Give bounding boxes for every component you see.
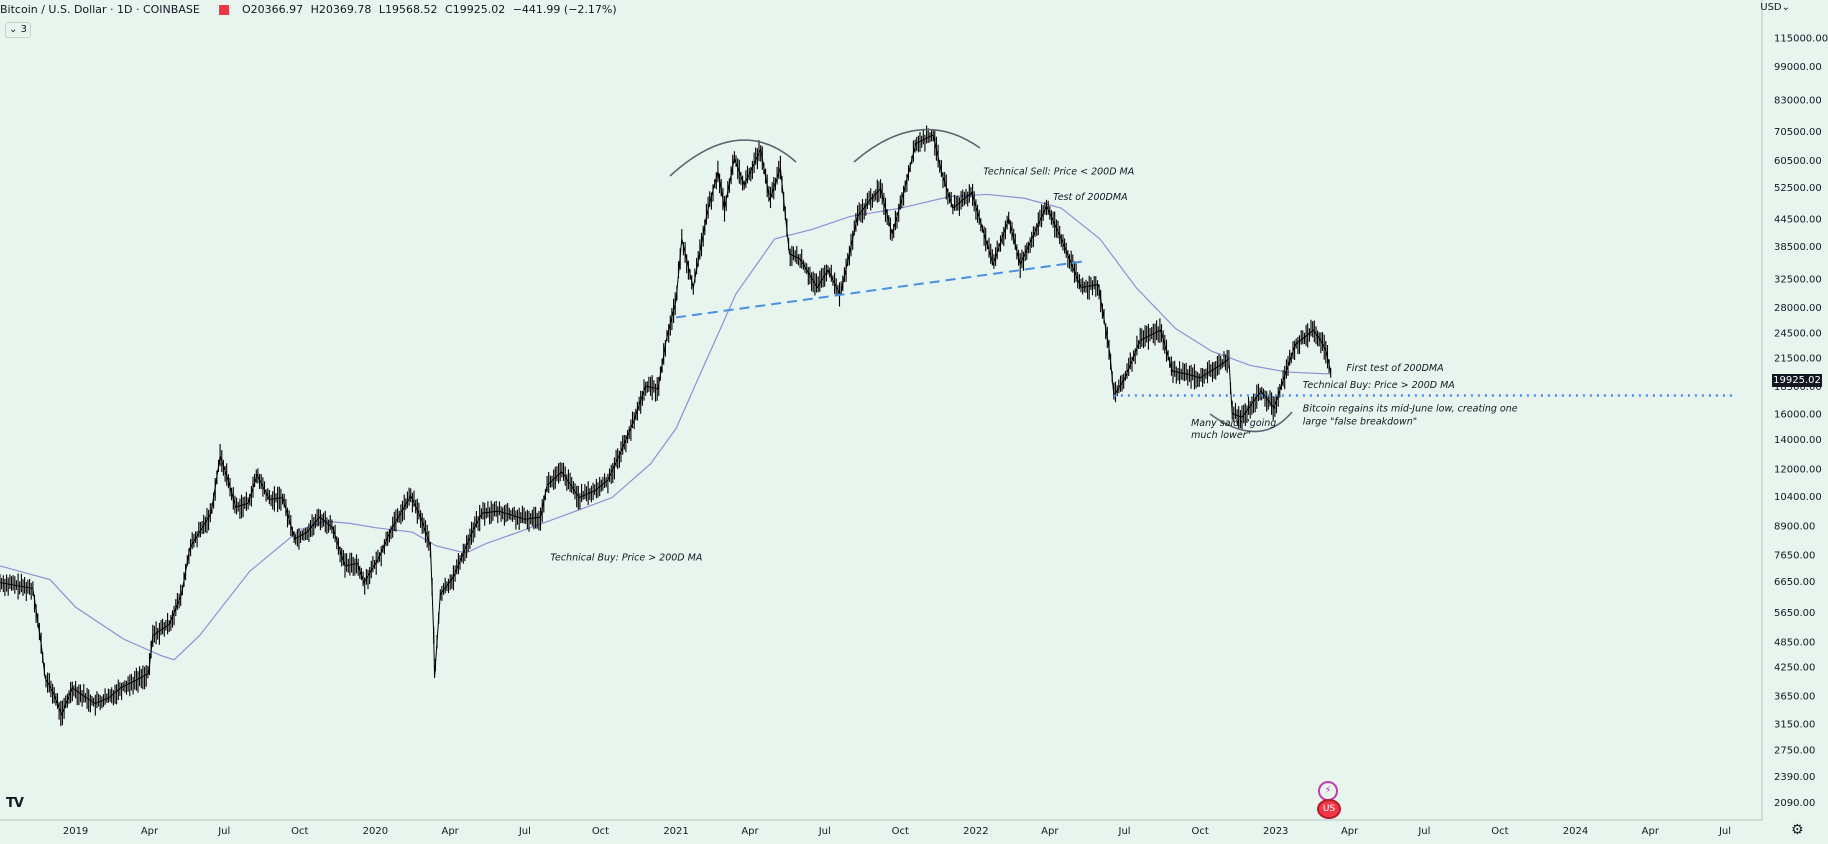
x-tick-label: Jul [518,826,531,837]
y-tick-label: 83000.00 [1774,96,1822,107]
y-tick-label: 6650.00 [1774,577,1815,588]
x-tick-label: 2022 [963,826,988,837]
support-trendline [675,260,1082,319]
annotation-text: large "false breakdown" [1303,417,1417,428]
last-price-label: 19925.02 [1772,374,1822,387]
bottom-arc [1209,411,1293,433]
currency-selector[interactable]: USD⌄ [1760,2,1790,13]
legend-bar: Bitcoin / U.S. Dollar · 1D · COINBASE O2… [0,0,1760,20]
exchange-flag-icon [219,5,229,15]
price-layer [0,125,1332,727]
x-tick-label: Apr [1642,826,1660,837]
x-tick-label: Oct [592,826,609,837]
annotation-text: Technical Buy: Price > 200D MA [550,553,702,564]
drawing-layer [669,128,1733,433]
annotation-text: First test of 200DMA [1346,363,1443,374]
x-tick-label: Apr [1041,826,1059,837]
x-tick-label: 2021 [663,826,688,837]
top-arc-2 [853,128,981,163]
annotation-layer: Technical Buy: Price > 200D MA Technical … [550,167,1517,564]
x-tick-label: Apr [441,826,459,837]
y-tick-label: 12000.00 [1774,465,1822,476]
x-tick-label: Apr [741,826,759,837]
y-tick-label: 38500.00 [1774,242,1822,253]
lightning-icon[interactable]: ⚡ [1318,781,1338,801]
y-tick-label: 3650.00 [1774,691,1815,702]
y-tick-label: 5650.00 [1774,608,1815,619]
x-tick-label: 2024 [1563,826,1588,837]
x-tick-label: Jul [217,826,230,837]
y-tick-label: 70500.00 [1774,127,1822,138]
annotation-text: much lower" [1191,430,1251,441]
y-tick-label: 60500.00 [1774,156,1822,167]
x-tick-label: Apr [1341,826,1359,837]
price-line [0,134,1332,717]
x-tick-label: Jul [1718,826,1731,837]
y-tick-label: 2090.00 [1774,798,1815,809]
tradingview-logo-icon[interactable]: TV [6,796,24,811]
annotation-text: Test of 200DMA [1053,192,1128,203]
x-tick-label: Oct [291,826,308,837]
x-tick-label: Oct [1491,826,1508,837]
y-tick-label: 10400.00 [1774,492,1822,503]
y-tick-label: 28000.00 [1774,303,1822,314]
x-tick-label: Jul [1417,826,1430,837]
annotation-text: Technical Sell: Price < 200D MA [983,167,1134,178]
y-tick-label: 4850.00 [1774,637,1815,648]
close-value: C19925.02 [445,3,506,16]
x-tick-label: Oct [1191,826,1208,837]
high-value: H20369.78 [310,3,372,16]
open-value: O20366.97 [242,3,304,16]
annotation-text: Technical Buy: Price > 200D MA [1303,380,1455,391]
y-tick-label: 52500.00 [1774,183,1822,194]
x-tick-label: Oct [892,826,909,837]
price-axis-bg [1762,0,1828,840]
us-flag-icon[interactable]: US [1317,799,1341,819]
y-tick-label: 2390.00 [1774,772,1815,783]
annotation-text: Many said: "going [1191,418,1276,429]
y-tick-label: 2750.00 [1774,745,1815,756]
y-tick-label: 99000.00 [1774,62,1822,73]
symbol-title[interactable]: Bitcoin / U.S. Dollar · 1D · COINBASE [0,3,200,16]
y-tick-label: 4250.00 [1774,662,1815,673]
y-tick-label: 24500.00 [1774,328,1822,339]
gear-icon[interactable]: ⚙ [1791,822,1804,838]
ma200-layer [0,193,1331,661]
ma200-line [0,193,1331,661]
ohlc-values: O20366.97 H20369.78 L19568.52 C19925.02 … [242,0,621,20]
y-tick-label: 18500.00 [1774,382,1822,393]
y-tick-label: 3150.00 [1774,720,1815,731]
y-tick-label: 44500.00 [1774,215,1822,226]
x-tick-label: Jul [1118,826,1131,837]
x-tick-label: Apr [141,826,159,837]
y-tick-label: 7650.00 [1774,550,1815,561]
x-tick-label: 2020 [363,826,388,837]
x-tick-label: 2023 [1263,826,1288,837]
change-value: −441.99 (−2.17%) [512,3,617,16]
y-tick-label: 115000.00 [1774,34,1828,45]
x-tick-label: 2019 [63,826,88,837]
annotation-text: Bitcoin regains its mid-June low, creati… [1303,403,1518,414]
x-tick-label: Jul [818,826,831,837]
y-tick-label: 32500.00 [1774,275,1822,286]
y-tick-label: 16000.00 [1774,410,1822,421]
y-tick-label: 8900.00 [1774,522,1815,533]
indicators-toggle-button[interactable]: ⌄ 3 [5,22,31,38]
low-value: L19568.52 [378,3,438,16]
top-arc-1 [669,139,797,177]
y-tick-label: 14000.00 [1774,435,1822,446]
y-tick-label: 21500.00 [1774,353,1822,364]
